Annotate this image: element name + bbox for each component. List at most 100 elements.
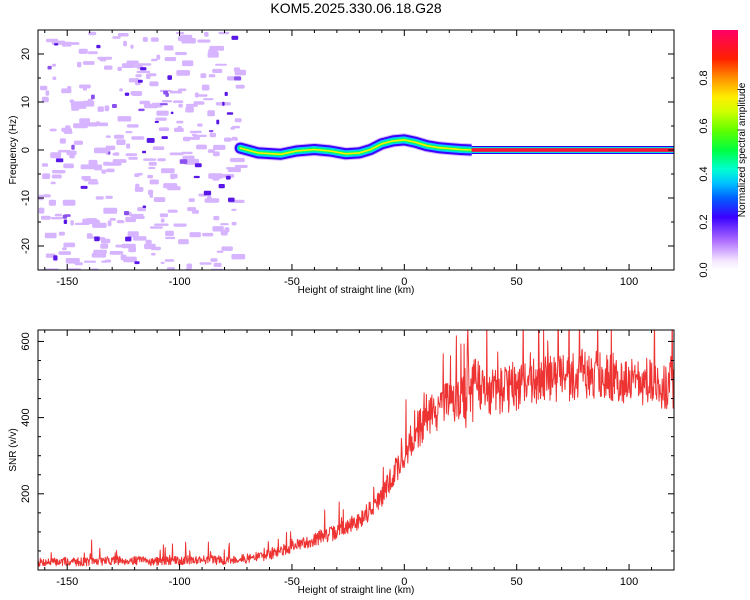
noise-blob <box>114 134 124 139</box>
noise-blob <box>220 230 228 236</box>
noise-blob <box>71 105 80 111</box>
snr-x-axis-label: Height of straight line (km) <box>298 585 415 596</box>
noise-blob <box>179 159 188 164</box>
y-tick-label: 600 <box>20 332 32 350</box>
noise-blob <box>88 159 98 166</box>
noise-blob <box>108 151 111 155</box>
noise-blob <box>100 238 111 244</box>
noise-blob <box>112 159 127 163</box>
noise-blob <box>210 268 224 270</box>
noise-blob <box>131 136 145 140</box>
noise-blob <box>41 163 49 167</box>
noise-blob <box>197 39 211 43</box>
noise-blob <box>130 91 143 96</box>
y-tick-label: -10 <box>20 190 32 206</box>
noise-blob <box>128 213 144 217</box>
noise-blob <box>178 103 183 108</box>
noise-blob <box>45 90 50 96</box>
noise-blob <box>169 152 184 156</box>
noise-blob <box>100 243 109 249</box>
noise-blob <box>121 243 136 249</box>
noise-blob <box>170 175 175 180</box>
noise-blob <box>94 147 108 154</box>
noise-blob <box>88 31 97 36</box>
noise-blob <box>231 208 237 211</box>
noise-blob <box>208 74 216 78</box>
chart-title: KOM5.2025.330.06.18.G28 <box>270 0 441 16</box>
noise-blob <box>116 220 125 224</box>
snr-y-axis-label: SNR (v/v) <box>8 428 19 471</box>
noise-blob <box>213 151 220 157</box>
noise-blob <box>103 207 118 214</box>
noise-blob <box>226 112 234 115</box>
noise-blob <box>193 175 200 179</box>
noise-blob <box>167 75 172 80</box>
x-tick-label: 0 <box>401 576 407 588</box>
noise-blob <box>51 63 57 67</box>
noise-blob <box>48 199 56 206</box>
noise-blob <box>189 130 202 134</box>
noise-blob <box>145 239 152 245</box>
noise-blob <box>230 126 235 130</box>
noise-blob <box>74 222 90 225</box>
spectrogram-y-axis-label: Frequency (Hz) <box>8 116 19 185</box>
noise-blob <box>86 218 98 223</box>
noise-blob <box>197 94 208 97</box>
noise-blob <box>93 249 107 254</box>
noise-blob <box>208 48 218 55</box>
noise-blob <box>86 233 93 239</box>
noise-blob <box>116 139 126 145</box>
noise-blob <box>123 40 127 47</box>
y-tick-label: 0 <box>20 147 32 153</box>
noise-blob <box>221 246 233 251</box>
noise-blob <box>128 246 136 253</box>
noise-blob <box>78 48 88 54</box>
noise-blob <box>183 136 191 142</box>
noise-blob <box>82 100 95 107</box>
noise-blob <box>55 158 64 163</box>
x-tick-label: 100 <box>620 576 638 588</box>
noise-blob <box>203 98 214 101</box>
noise-blob <box>151 252 156 256</box>
noise-blob <box>210 258 218 262</box>
x-tick-label: 50 <box>511 276 523 288</box>
colorbar-label: Normalized spectral amplitude <box>737 82 748 217</box>
noise-blob <box>160 261 165 264</box>
noise-blob <box>207 110 215 117</box>
noise-blob <box>119 88 123 92</box>
noise-blob <box>209 132 216 138</box>
noise-blob <box>191 133 197 137</box>
noise-blob <box>194 163 202 168</box>
x-tick-label: -150 <box>56 276 78 288</box>
noise-blob <box>63 219 68 224</box>
noise-blob <box>117 116 132 122</box>
noise-blob <box>161 100 173 103</box>
noise-blob <box>181 38 196 44</box>
noise-blob <box>159 213 168 218</box>
noise-blob <box>208 130 214 133</box>
noise-blob <box>167 186 181 191</box>
noise-blob <box>154 223 169 226</box>
noise-blob <box>207 149 215 153</box>
noise-blob <box>149 81 159 87</box>
noise-blob <box>149 226 163 229</box>
noise-blob <box>153 197 166 202</box>
noise-blob <box>148 189 154 195</box>
noise-blob <box>130 215 145 219</box>
noise-blob <box>40 215 51 220</box>
noise-blob <box>185 103 198 107</box>
noise-blob <box>71 144 75 150</box>
colorbar-tick-label: 0.4 <box>698 166 710 181</box>
noise-blob <box>156 110 169 116</box>
noise-blob <box>182 155 195 161</box>
noise-blob <box>234 118 242 123</box>
noise-blob <box>101 169 107 174</box>
noise-blob <box>134 173 140 177</box>
noise-blob <box>227 167 241 173</box>
noise-blob <box>63 242 76 248</box>
noise-blob <box>146 138 155 143</box>
noise-blob <box>73 140 83 145</box>
snr-plot-frame <box>37 329 675 571</box>
noise-blob <box>164 57 177 62</box>
